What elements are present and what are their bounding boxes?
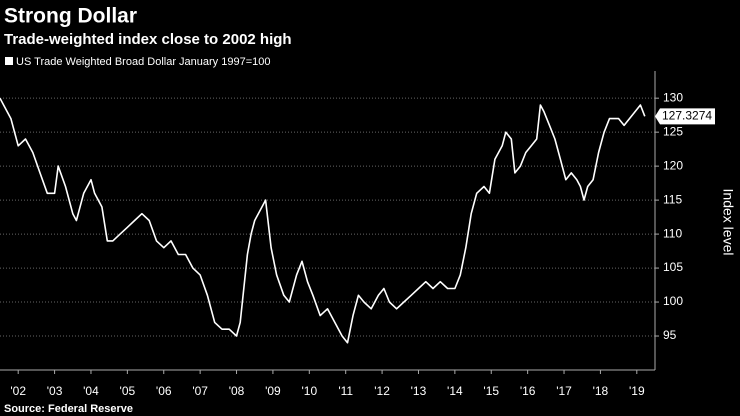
chart-subtitle: Trade-weighted index close to 2002 high [4,31,292,48]
x-tick-label: '08 [229,384,245,398]
x-tick-label: '10 [301,384,317,398]
x-tick-label: '02 [10,384,26,398]
x-tick-label: '06 [156,384,172,398]
x-tick-label: '15 [483,384,499,398]
chart-title: Strong Dollar [4,5,137,28]
x-tick-label: '04 [83,384,99,398]
x-tick-label: '19 [629,384,645,398]
line [0,97,646,344]
x-tick-label: '13 [411,384,427,398]
source: Source: Federal Reserve [4,403,133,415]
x-tick-label: '09 [265,384,281,398]
last-value-label: 127.3274 [662,109,712,123]
x-tick-label: '12 [374,384,390,398]
x-tick-label: '18 [593,384,609,398]
x-tick-label: '07 [192,384,208,398]
x-tick-label: '17 [556,384,572,398]
x-tick-label: '11 [338,384,353,398]
x-tick-label: '03 [47,384,63,398]
x-tick-label: '16 [520,384,536,398]
callout-box [655,108,715,125]
y-tick-label: 115 [663,192,682,206]
y-tick-label: 105 [663,260,683,274]
y-axis-label: Index level [720,189,736,256]
y-tick-label: 110 [663,226,682,240]
y-tick-label: 100 [663,294,683,308]
legend-swatch [5,57,13,65]
x-tick-label: '14 [447,384,463,398]
y-tick-label: 95 [663,328,677,342]
y-tick-label: 130 [663,90,683,104]
x-tick-label: '05 [120,384,136,398]
legend-label: US Trade Weighted Broad Dollar January 1… [16,56,270,68]
y-tick-label: 120 [663,158,683,172]
y-tick-label: 125 [663,124,683,138]
